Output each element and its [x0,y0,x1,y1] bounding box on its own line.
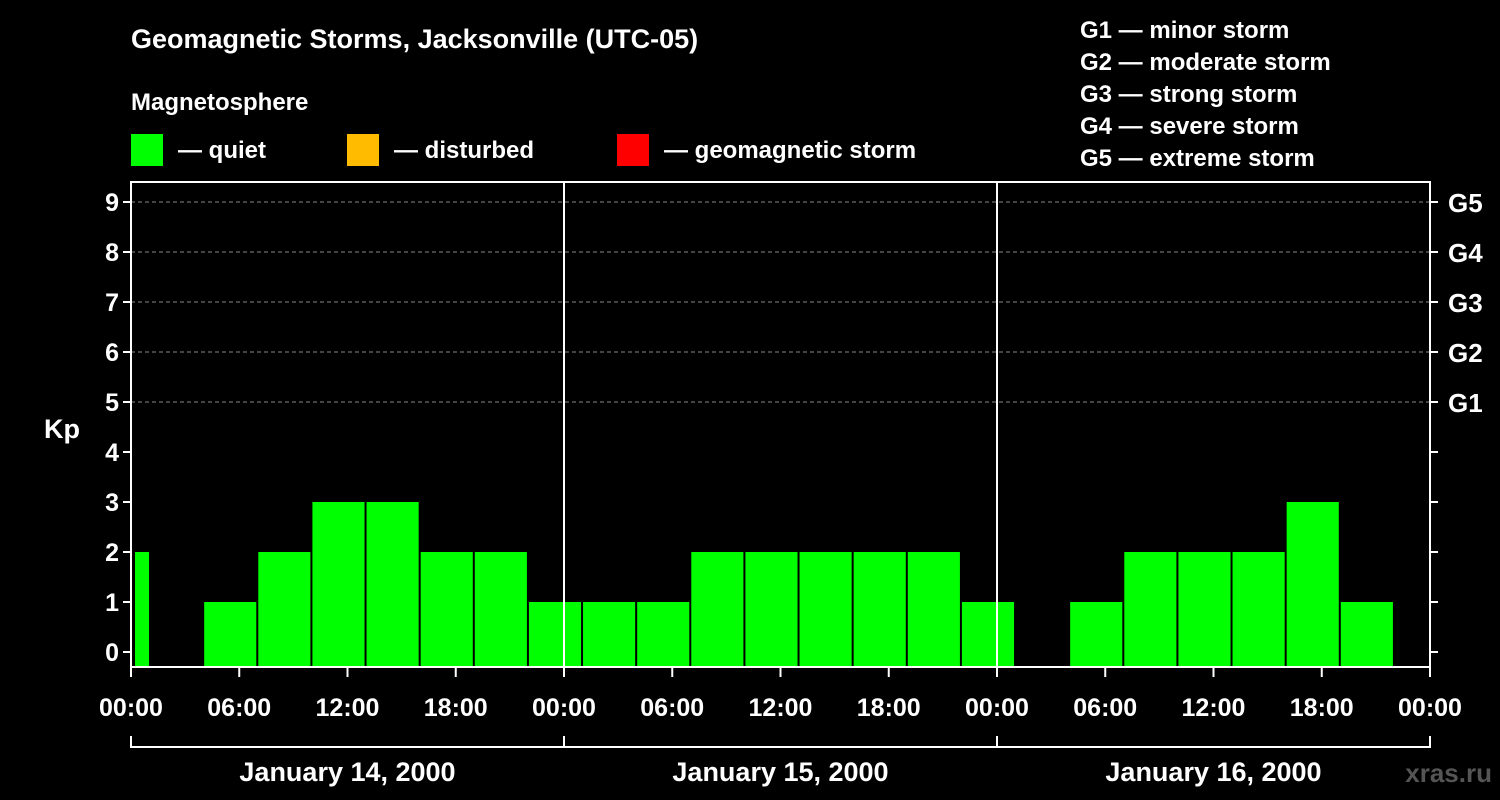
bar-5 [420,552,473,667]
legend-swatch-quiet [131,134,163,166]
day-label-2: January 16, 2000 [1105,757,1321,787]
storm-scale-g5: G5 — extreme storm [1080,145,1315,172]
magnetosphere-legend: — quiet — disturbed — geomagnetic storm [131,134,916,166]
y-tick-label-4: 4 [105,439,119,467]
bar-19 [1178,552,1231,667]
x-tick-label-6: 12:00 [749,694,813,722]
bar-3 [312,502,365,667]
right-tick-label-g3: G3 [1448,288,1483,318]
right-tick-label-g2: G2 [1448,338,1483,368]
legend-swatch-disturbed [347,134,379,166]
x-tick-label-5: 06:00 [640,694,704,722]
bar-2 [258,552,311,667]
bar-20 [1232,552,1285,667]
bar-15 [961,602,1015,667]
axes: 0 1 2 3 4 5 6 7 8 9 G1 G2 G3 G4 G5 00:00 06:00 12:00 18:00… [99,181,1483,787]
x-tick-label-12: 00:00 [1398,694,1462,722]
x-tick-label-7: 18:00 [857,694,921,722]
y-tick-label-1: 1 [105,589,119,617]
storm-scale-g4: G4 — severe storm [1080,113,1299,140]
bar-7 [528,602,582,667]
bar-10 [691,552,744,667]
watermark: xras.ru [1405,758,1492,788]
right-tick-label-g1: G1 [1448,388,1483,418]
bar-6 [474,552,527,667]
y-tick-label-8: 8 [105,239,119,267]
right-tick-label-g5: G5 [1448,188,1483,218]
x-tick-label-2: 12:00 [316,694,380,722]
chart-title: Geomagnetic Storms, Jacksonville (UTC-05… [131,24,698,54]
day-label-0: January 14, 2000 [239,757,455,787]
storm-scale-g1: G1 — minor storm [1080,17,1289,44]
legend-label-storm: — geomagnetic storm [664,137,916,164]
legend-label-quiet: — quiet [178,137,266,164]
bar-21 [1286,502,1339,667]
legend-label-disturbed: — disturbed [394,137,534,164]
x-tick-label-4: 00:00 [532,694,596,722]
x-tick-label-10: 12:00 [1182,694,1246,722]
right-tick-label-g4: G4 [1448,238,1483,268]
legend-title: Magnetosphere [131,89,308,116]
legend-swatch-storm [617,134,649,166]
bar-14 [907,552,960,667]
y-tick-label-6: 6 [105,339,119,367]
storm-scale-g2: G2 — moderate storm [1080,49,1331,76]
y-tick-label-3: 3 [105,489,119,517]
bar-4 [366,502,419,667]
x-tick-label-3: 18:00 [424,694,488,722]
y-axis-label: Kp [44,414,80,444]
storm-scale-g3: G3 — strong storm [1080,81,1297,108]
storm-scale-legend: G1 — minor storm G2 — moderate storm G3 … [1080,17,1331,172]
bar-22 [1340,602,1393,667]
bars [135,502,1393,667]
bar-0 [135,552,150,667]
x-tick-label-11: 18:00 [1290,694,1354,722]
bar-17 [1070,602,1123,667]
bar-9 [637,602,690,667]
x-tick-label-0: 00:00 [99,694,163,722]
y-tick-label-7: 7 [105,289,119,317]
y-tick-label-5: 5 [105,389,119,417]
day-label-1: January 15, 2000 [672,757,888,787]
bar-8 [583,602,636,667]
x-tick-label-8: 00:00 [965,694,1029,722]
bar-18 [1124,552,1177,667]
y-tick-label-9: 9 [105,189,119,217]
bar-11 [745,552,798,667]
bar-13 [853,552,906,667]
x-tick-label-9: 06:00 [1073,694,1137,722]
y-tick-label-0: 0 [105,639,119,667]
x-tick-label-1: 06:00 [207,694,271,722]
bar-12 [799,552,852,667]
y-tick-label-2: 2 [105,539,119,567]
bar-1 [204,602,257,667]
